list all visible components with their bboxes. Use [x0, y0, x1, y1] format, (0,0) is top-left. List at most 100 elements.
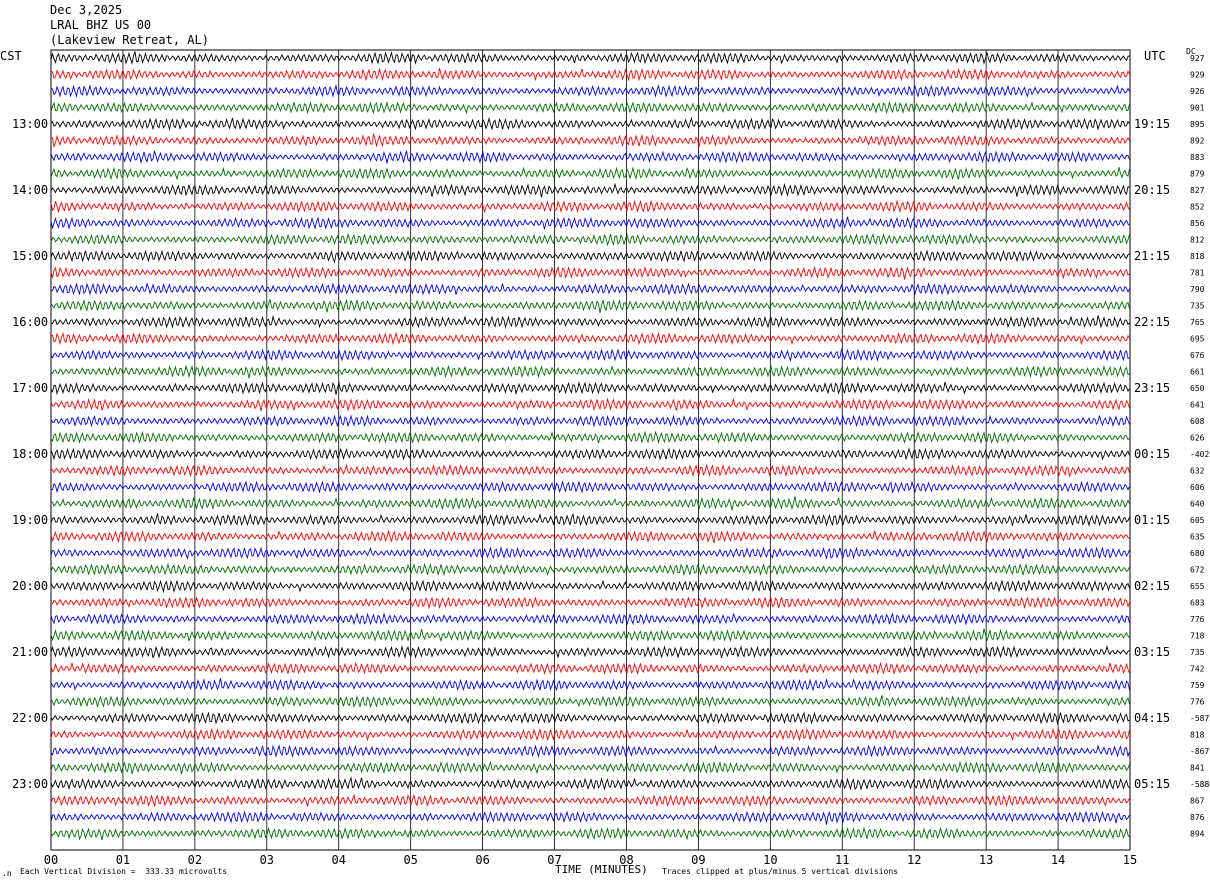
dc-offset-label: -867 [1190, 747, 1209, 756]
trace-line [50, 51, 1130, 65]
dc-offset-label: 818 [1190, 731, 1205, 740]
dc-offset-label: 605 [1190, 516, 1205, 525]
dc-offset-label: 812 [1190, 236, 1205, 245]
dc-offset-label: -5884 [1190, 780, 1210, 789]
dc-offset-label: 759 [1190, 681, 1205, 690]
x-tick-label: 15 [1123, 853, 1137, 867]
station-code: LRAL BHZ US 00 [50, 18, 152, 32]
left-hour-label: 17:00 [12, 381, 48, 395]
trace-line [50, 546, 1130, 560]
dc-offset-label: 781 [1190, 269, 1205, 278]
trace-line [50, 116, 1130, 131]
trace-line [50, 282, 1130, 296]
left-timezone-label: CST [0, 49, 22, 63]
dc-offset-label: 735 [1190, 302, 1205, 311]
trace-line [50, 381, 1130, 396]
right-timezone-label: UTC [1144, 49, 1166, 63]
trace-line [50, 463, 1130, 478]
dc-offset-label: 626 [1190, 434, 1205, 443]
x-tick-label: 08 [619, 853, 633, 867]
x-tick-label: 02 [188, 853, 202, 867]
trace-line [50, 67, 1130, 82]
trace-line [50, 166, 1130, 181]
x-tick-label: 07 [547, 853, 561, 867]
x-tick-label: 04 [332, 853, 346, 867]
dc-offset-label: 895 [1190, 120, 1205, 129]
dc-offset-label: 765 [1190, 318, 1205, 327]
dc-offset-label: 852 [1190, 203, 1205, 212]
dc-offset-label: 927 [1190, 54, 1205, 63]
trace-line [50, 628, 1130, 643]
dc-offset-label: 650 [1190, 384, 1205, 393]
trace-line [50, 315, 1130, 329]
right-hour-label: 04:15 [1134, 711, 1170, 725]
dc-offset-label: 929 [1190, 71, 1205, 80]
trace-line [51, 480, 1130, 494]
dc-offset-label: 856 [1190, 219, 1205, 228]
dc-offset-label: 894 [1190, 830, 1205, 839]
trace-line [50, 562, 1130, 577]
left-hour-label: 13:00 [12, 117, 48, 131]
dc-offset-label: 655 [1190, 582, 1205, 591]
trace-line [50, 430, 1130, 445]
dc-label: DC [1186, 47, 1196, 56]
dc-offset-label: 926 [1190, 87, 1205, 96]
dc-offset-label: 676 [1190, 351, 1205, 360]
dc-offset-label: 640 [1190, 500, 1205, 509]
x-tick-label: 12 [907, 853, 921, 867]
dc-offset-label: 695 [1190, 335, 1205, 344]
right-hour-label: 23:15 [1134, 381, 1170, 395]
trace-line [50, 529, 1130, 544]
dc-offset-label: 776 [1190, 698, 1205, 707]
trace-line [50, 150, 1130, 165]
trace-line [50, 810, 1130, 825]
trace-line [50, 760, 1130, 775]
trace-line [50, 661, 1130, 676]
trace-line [50, 496, 1130, 511]
dc-offset-label: 776 [1190, 615, 1205, 624]
right-hour-label: 01:15 [1134, 513, 1170, 527]
x-tick-label: 11 [835, 853, 849, 867]
plot-frame [50, 49, 1131, 851]
dc-offset-label: -5873 [1190, 714, 1210, 723]
x-tick-label: 03 [260, 853, 274, 867]
dc-offset-label: 661 [1190, 368, 1205, 377]
left-hour-label: 18:00 [12, 447, 48, 461]
dc-offset-label: 867 [1190, 797, 1205, 806]
x-tick-label: 10 [763, 853, 777, 867]
trace-line [50, 414, 1130, 428]
trace-line [50, 216, 1130, 230]
dc-offset-label: 901 [1190, 104, 1205, 113]
left-hour-label: 22:00 [12, 711, 48, 725]
right-hour-label: 19:15 [1134, 117, 1170, 131]
trace-line [50, 645, 1130, 659]
x-tick-label: 09 [691, 853, 705, 867]
trace-line [50, 727, 1130, 742]
dc-offset-label: 879 [1190, 170, 1205, 179]
left-hour-label: 19:00 [12, 513, 48, 527]
scale-note: Each Vertical Division = 333.33 microvol… [20, 867, 228, 876]
dc-offset-label: 672 [1190, 566, 1205, 575]
right-hour-label: 05:15 [1134, 777, 1170, 791]
dc-offset-label: -4025 [1190, 450, 1210, 459]
trace-line [50, 249, 1130, 265]
station-location: (Lakeview Retreat, AL) [50, 33, 209, 47]
trace-line [50, 447, 1130, 461]
dc-offset-label: 790 [1190, 285, 1205, 294]
trace-line [50, 695, 1130, 709]
trace-line [50, 612, 1130, 626]
trace-line [50, 711, 1130, 726]
dc-offset-label: 683 [1190, 599, 1205, 608]
recording-date: Dec 3,2025 [50, 3, 123, 17]
trace-line [50, 744, 1130, 759]
dc-offset-label: 608 [1190, 417, 1205, 426]
trace-line [50, 364, 1130, 379]
dc-offset-label: 735 [1190, 648, 1205, 657]
left-hour-label: 15:00 [12, 249, 48, 263]
x-tick-label: 05 [403, 853, 417, 867]
clip-note: Traces clipped at plus/minus 5 vertical … [662, 867, 899, 876]
trace-line [50, 793, 1130, 808]
trace-line [50, 596, 1130, 610]
x-tick-label: 06 [475, 853, 489, 867]
trace-line [50, 182, 1130, 198]
